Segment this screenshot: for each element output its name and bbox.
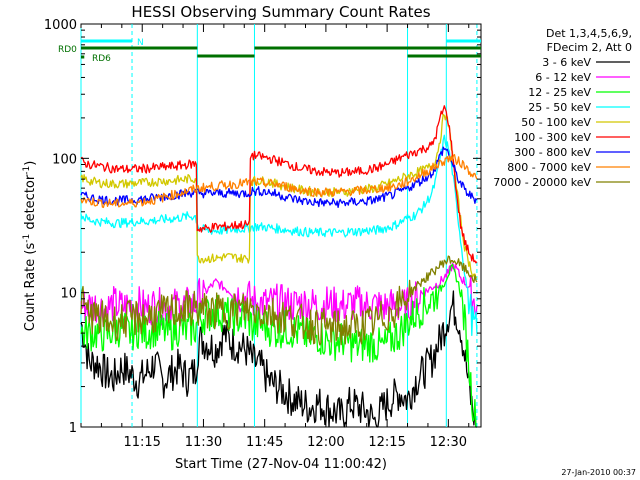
x-tick-label: 11:15	[123, 435, 160, 450]
series-line-6	[80, 146, 478, 209]
legend-entry-label: 800 - 7000 keV	[507, 161, 591, 174]
y-tick-label: 100	[52, 152, 77, 167]
flag-label-rd6: RD6	[92, 54, 111, 64]
series-line-3	[80, 134, 478, 337]
legend-entry-label: 25 - 50 keV	[528, 101, 591, 114]
series-line-7	[80, 153, 478, 209]
legend-entry-label: 7000 - 20000 keV	[493, 176, 591, 189]
series-line-8	[80, 255, 478, 346]
series-line-4	[80, 113, 478, 279]
legend-entry-label: 12 - 25 keV	[528, 86, 591, 99]
series-line-0	[80, 290, 477, 428]
legend-entry-label: 6 - 12 keV	[535, 71, 591, 84]
x-tick-label: 12:00	[307, 435, 344, 450]
footer-date: 27-Jan-2010 00:37	[561, 468, 636, 477]
legend-header-line: Det 1,3,4,5,6,9,	[546, 27, 632, 40]
x-tick-label: 11:30	[185, 435, 222, 450]
x-tick-label: 11:45	[246, 435, 283, 450]
y-tick-label: 1	[69, 421, 77, 436]
x-tick-label: 12:30	[430, 435, 467, 450]
chart-title: HESSI Observing Summary Count Rates	[131, 3, 430, 21]
flag-label-rd0: RD0	[58, 45, 77, 55]
y-axis-label: Count Rate (s-1 detector-1)	[22, 161, 38, 332]
legend: 3 - 6 keV 6 - 12 keV 12 - 25 keV 25 - 50 ke…	[493, 56, 630, 189]
legend-entry-label: 100 - 300 keV	[514, 131, 591, 144]
legend-header-line: FDecim 2, Att 0	[547, 41, 632, 54]
plot-area: N RD0 RD6 1 10 100 1000 11:15 11:30 11:45 12:00 12:…	[44, 18, 632, 450]
y-tick-label: 1000	[44, 18, 77, 33]
legend-entry-label: 50 - 100 keV	[521, 116, 591, 129]
x-tick-label: 12:15	[368, 435, 405, 450]
legend-entry-label: 300 - 800 keV	[514, 146, 591, 159]
y-tick-label: 10	[60, 287, 77, 302]
legend-entry-label: 3 - 6 keV	[542, 56, 591, 69]
x-axis-label: Start Time (27-Nov-04 11:00:42)	[175, 457, 387, 472]
flag-label-n: N	[137, 38, 144, 48]
series-line-5	[80, 105, 478, 264]
